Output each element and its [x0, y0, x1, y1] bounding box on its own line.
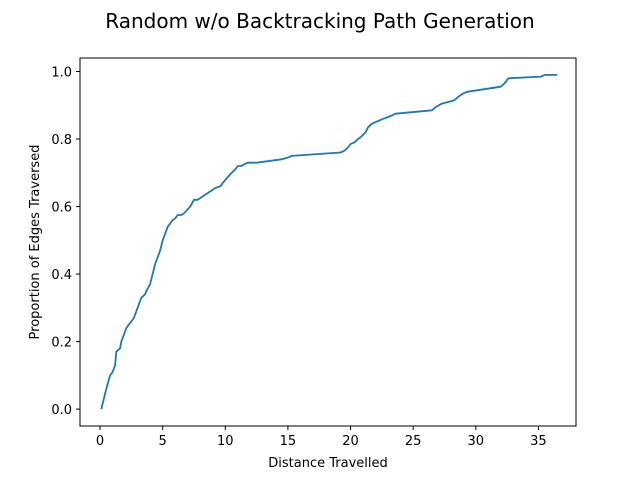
- x-tick-label: 35: [530, 434, 547, 449]
- x-axis-ticks: 0 5 10 15 20 25 30 35: [96, 426, 547, 449]
- x-tick-label: 10: [217, 434, 234, 449]
- y-axis-ticks: 0.0 0.2 0.4 0.6 0.8 1.0: [51, 66, 80, 418]
- plot-area-frame: [79, 57, 577, 427]
- y-tick-label: 0.2: [51, 336, 72, 351]
- x-tick-label: 30: [468, 434, 485, 449]
- x-axis-label: Distance Travelled: [268, 456, 387, 471]
- x-tick-label: 15: [280, 434, 297, 449]
- y-tick-label: 0.0: [51, 403, 72, 418]
- chart-title: Random w/o Backtracking Path Generation: [105, 9, 534, 33]
- x-tick-label: 5: [159, 434, 167, 449]
- y-tick-label: 1.0: [51, 66, 72, 81]
- y-axis-label: Proportion of Edges Traversed: [28, 145, 43, 340]
- series-line: [100, 74, 558, 410]
- series-layer: [100, 74, 558, 410]
- x-tick-label: 20: [342, 434, 359, 449]
- y-tick-label: 0.6: [51, 201, 72, 216]
- y-tick-label: 0.8: [51, 133, 72, 148]
- y-tick-label: 0.4: [51, 268, 72, 283]
- x-tick-label: 25: [405, 434, 422, 449]
- x-tick-label: 0: [96, 434, 104, 449]
